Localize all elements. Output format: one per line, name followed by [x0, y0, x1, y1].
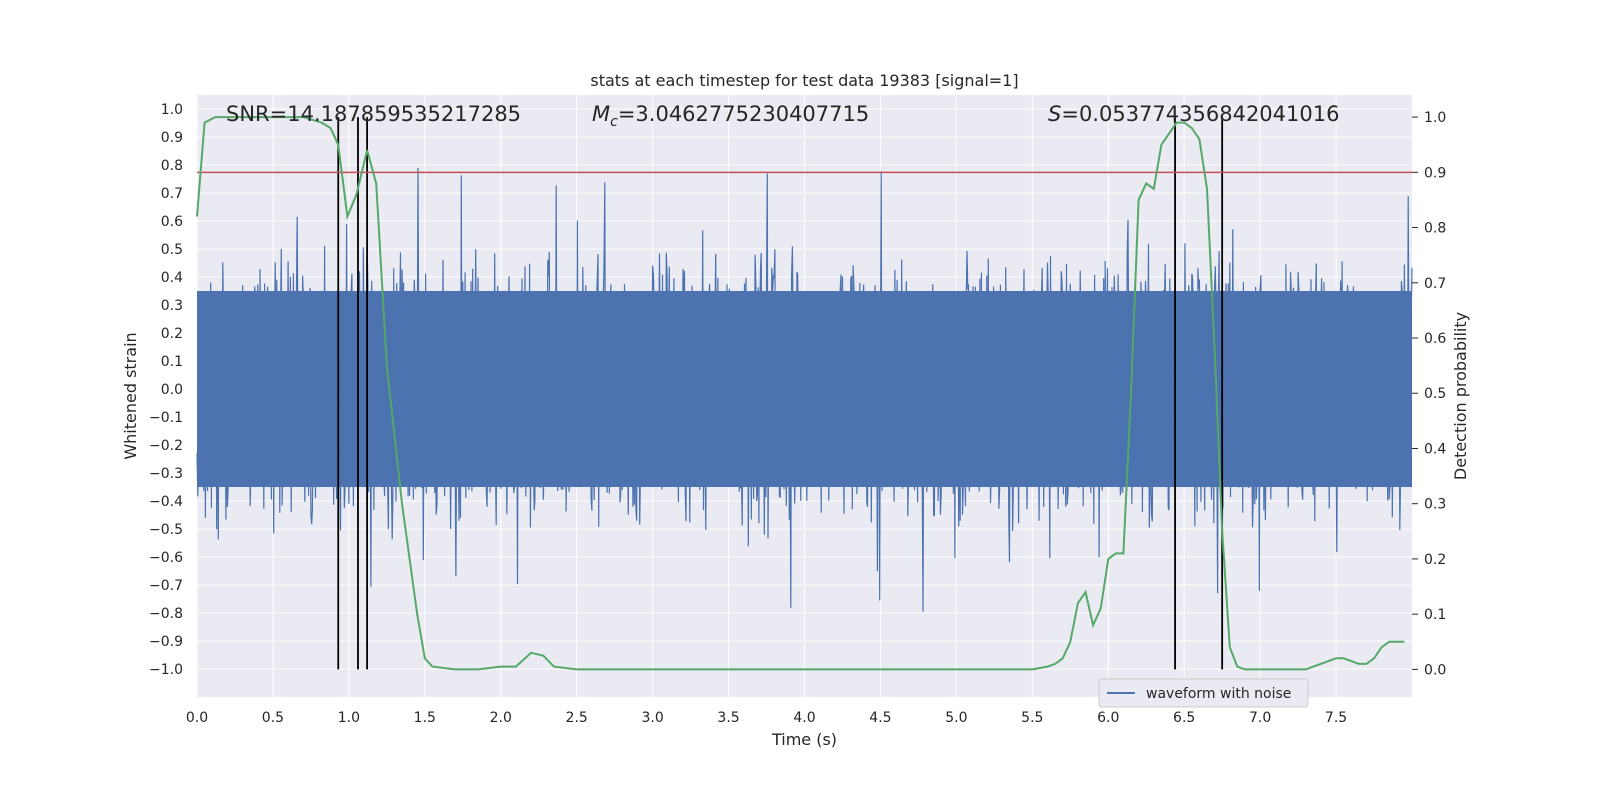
s-value: =0.053774356842041016 — [1061, 102, 1339, 126]
y-right-tick-label: 0.8 — [1424, 221, 1446, 237]
chirp-mass-annotation: Mc=3.0462775230407715 — [592, 102, 869, 130]
y-left-tick-label: −1.0 — [149, 662, 183, 678]
vertical-markers — [337, 117, 1224, 670]
y-right-tick-label: 0.3 — [1424, 497, 1446, 513]
y-left-tick-label: 0.0 — [161, 382, 183, 398]
waveform-line — [196, 167, 1413, 612]
y-right-tick-label: 0.7 — [1424, 276, 1446, 292]
x-tick-label: 7.5 — [1325, 710, 1347, 726]
x-tick-label: 5.5 — [1021, 710, 1043, 726]
y-left-tick-label: −0.8 — [149, 606, 183, 622]
y-left-tick-label: 1.0 — [161, 102, 183, 118]
detection-probability-line — [196, 116, 1405, 671]
s-annotation: S=0.053774356842041016 — [1048, 102, 1339, 126]
y-left-tick-label: 0.6 — [161, 214, 183, 230]
x-tick-label: 4.5 — [869, 710, 891, 726]
x-tick-label: 0.5 — [262, 710, 284, 726]
y-left-tick-label: 0.5 — [161, 242, 183, 258]
x-axis-label: Time (s) — [771, 730, 837, 749]
y-left-tick-label: 0.2 — [161, 326, 183, 342]
y-right-tick-label: 0.4 — [1424, 441, 1446, 457]
x-axis-ticks: 0.0 0.5 1.0 1.5 2.0 2.5 3.0 3.5 4.0 4.5 5.0 5.5 6.0 6… — [186, 710, 1347, 726]
chirp-mass-symbol: M — [592, 102, 610, 126]
y-left-tick-label: −0.6 — [149, 550, 183, 566]
y-left-tick-label: −0.9 — [149, 634, 183, 650]
x-tick-label: 2.5 — [566, 710, 588, 726]
x-tick-label: 2.0 — [490, 710, 512, 726]
y-right-tick-label: 0.0 — [1424, 662, 1446, 678]
x-tick-label: 4.0 — [793, 710, 815, 726]
x-tick-label: 3.5 — [717, 710, 739, 726]
legend: waveform with noise — [1098, 678, 1309, 708]
x-tick-label: 1.0 — [338, 710, 360, 726]
y-right-axis-ticks: 1.0 0.9 0.8 0.7 0.6 0.5 0.4 0.3 0.2 0.1 0.0 — [1412, 110, 1446, 678]
y-left-tick-label: 0.4 — [161, 270, 183, 286]
y-left-tick-label: −0.4 — [149, 494, 183, 510]
legend-box — [1098, 678, 1309, 708]
waveform-series — [196, 167, 1413, 612]
y-left-tick-label: 0.3 — [161, 298, 183, 314]
y-left-tick-label: −0.7 — [149, 578, 183, 594]
y-left-tick-label: 0.8 — [161, 158, 183, 174]
chirp-mass-value: =3.0462775230407715 — [618, 102, 869, 126]
x-tick-label: 6.5 — [1173, 710, 1195, 726]
y-left-tick-label: 0.7 — [161, 186, 183, 202]
s-symbol: S — [1048, 102, 1061, 126]
y-left-tick-label: 0.1 — [161, 354, 183, 370]
chart-title: stats at each timestep for test data 193… — [590, 71, 1018, 90]
y-right-tick-label: 0.1 — [1424, 607, 1446, 623]
y-left-tick-label: 0.9 — [161, 130, 183, 146]
x-tick-label: 0.0 — [186, 710, 208, 726]
y-right-tick-label: 0.2 — [1424, 552, 1446, 568]
y-left-tick-label: −0.1 — [149, 410, 183, 426]
x-tick-label: 6.0 — [1097, 710, 1119, 726]
legend-label-waveform: waveform with noise — [1146, 686, 1291, 702]
x-tick-label: 7.0 — [1249, 710, 1271, 726]
y-left-axis-ticks: 1.0 0.9 0.8 0.7 0.6 0.5 0.4 0.3 0.2 0.1 0.0 −0.1 −0.… — [149, 102, 183, 678]
y-right-tick-label: 1.0 — [1424, 110, 1446, 126]
chirp-mass-subscript: c — [610, 114, 618, 130]
y-left-tick-label: −0.2 — [149, 438, 183, 454]
y-left-axis-label: Whitened strain — [121, 332, 140, 459]
y-right-tick-label: 0.6 — [1424, 331, 1446, 347]
x-tick-label: 1.5 — [414, 710, 436, 726]
y-left-tick-label: −0.3 — [149, 466, 183, 482]
y-right-tick-label: 0.5 — [1424, 386, 1446, 402]
y-right-axis-label: Detection probability — [1451, 312, 1470, 480]
y-right-tick-label: 0.9 — [1424, 165, 1446, 181]
x-tick-label: 3.0 — [641, 710, 663, 726]
snr-annotation: SNR=14.187859535217285 — [226, 102, 521, 126]
x-tick-label: 5.0 — [945, 710, 967, 726]
detection-probability-series — [196, 116, 1405, 671]
y-left-tick-label: −0.5 — [149, 522, 183, 538]
